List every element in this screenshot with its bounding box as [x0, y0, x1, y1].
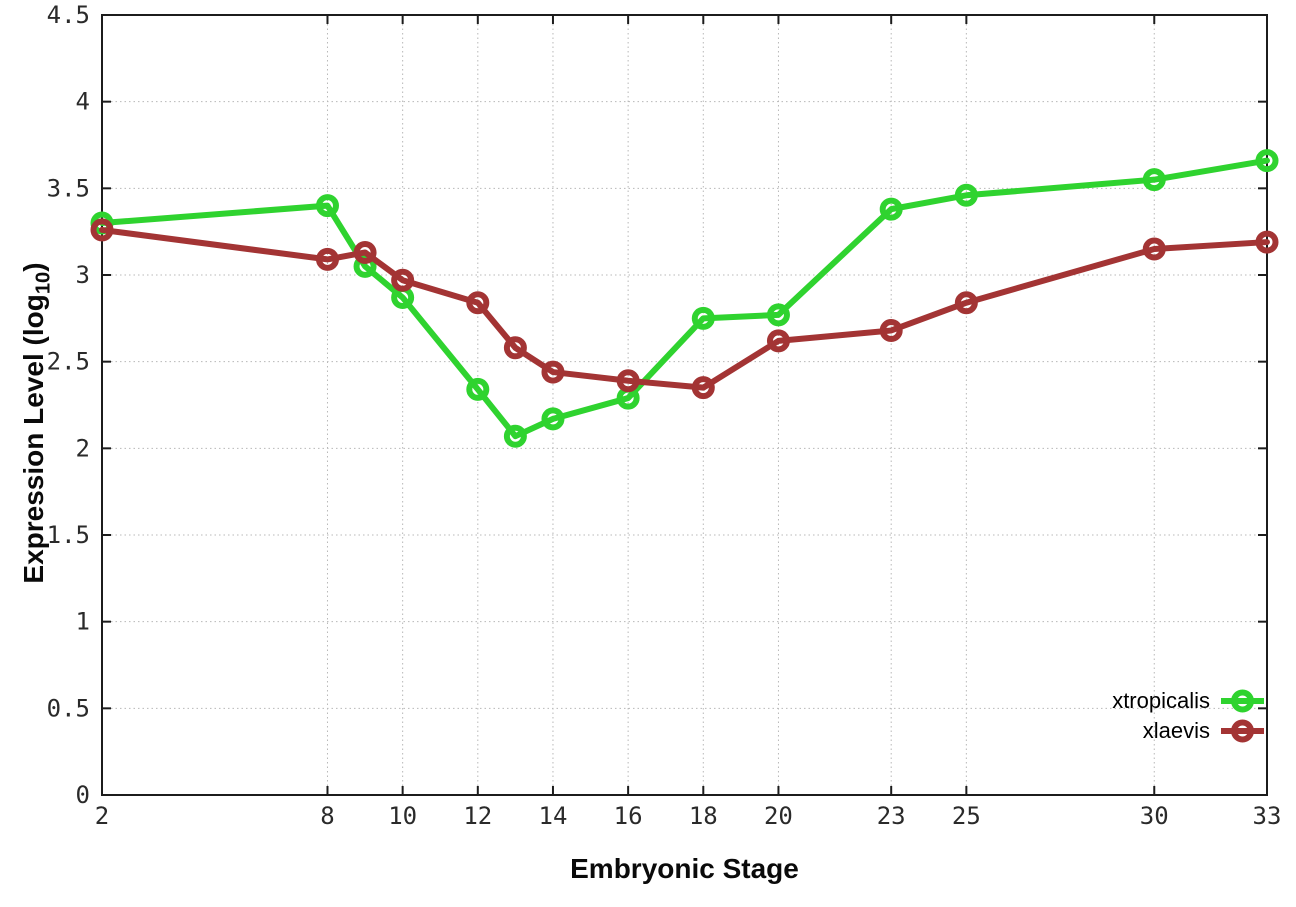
data-point — [466, 377, 490, 401]
data-point — [466, 291, 490, 315]
y-axis-title-text: Expression Level (log — [18, 294, 49, 584]
data-point — [691, 376, 715, 400]
x-tick-label: 16 — [614, 802, 643, 830]
data-point — [954, 183, 978, 207]
x-tick-label: 25 — [952, 802, 981, 830]
series-line — [99, 157, 1270, 440]
y-tick-label: 4.5 — [47, 1, 90, 29]
y-tick-label: 1 — [76, 608, 90, 636]
data-point — [879, 197, 903, 221]
data-point — [503, 424, 527, 448]
x-axis-title: Embryonic Stage — [570, 853, 799, 884]
x-tick-label: 8 — [320, 802, 334, 830]
x-tick-label: 33 — [1253, 802, 1282, 830]
plot-border — [101, 14, 1268, 796]
data-point — [616, 369, 640, 393]
data-point — [1255, 230, 1279, 254]
data-point — [315, 247, 339, 271]
data-point — [766, 329, 790, 353]
y-tick-label: 4 — [76, 88, 90, 116]
series-xtropicalis — [90, 149, 1279, 448]
data-point — [1255, 149, 1279, 173]
y-tick-label: 2.5 — [47, 348, 90, 376]
gridlines — [102, 15, 1267, 795]
y-tick-label: 3.5 — [47, 174, 90, 202]
legend-label-xtropicalis: xtropicalis — [1112, 688, 1210, 713]
x-tick-label: 30 — [1140, 802, 1169, 830]
y-tick-label: 3 — [76, 261, 90, 289]
data-point — [503, 336, 527, 360]
x-tick-label: 20 — [764, 802, 793, 830]
data-point — [391, 268, 415, 292]
data-point — [1142, 237, 1166, 261]
data-point — [766, 303, 790, 327]
x-tick-label: 18 — [689, 802, 718, 830]
legend: xtropicalis xlaevis — [1112, 688, 1264, 743]
y-tick-label: 0.5 — [47, 694, 90, 722]
y-axis-title-suffix: ) — [18, 262, 49, 272]
data-point — [353, 254, 377, 278]
y-axis-title: Expression Level (log10) — [17, 18, 55, 828]
data-point — [541, 360, 565, 384]
data-point — [90, 218, 114, 242]
data-point — [954, 291, 978, 315]
x-tick-label: 12 — [463, 802, 492, 830]
tick-labels: 2 8 10 12 14 16 18 20 23 25 30 33 0 0.5 1 1.5 2 2.5 3 3.5 4 4… — [47, 1, 1282, 830]
x-tick-label: 10 — [388, 802, 417, 830]
x-tick-label: 14 — [539, 802, 568, 830]
data-point — [879, 318, 903, 342]
y-tick-label: 2 — [76, 434, 90, 462]
x-tick-label: 2 — [95, 802, 109, 830]
legend-marker-sample — [1231, 689, 1254, 713]
series-xlaevis — [90, 218, 1279, 400]
data-point — [315, 194, 339, 218]
y-axis-title-subscript: 10 — [32, 271, 55, 295]
tick-marks — [101, 14, 1268, 796]
data-point — [541, 407, 565, 431]
data-point — [353, 240, 377, 264]
legend-marker-sample — [1231, 719, 1254, 743]
y-tick-label: 0 — [76, 781, 90, 809]
x-tick-label: 23 — [877, 802, 906, 830]
series-line — [99, 226, 1270, 391]
legend-label-xlaevis: xlaevis — [1143, 718, 1210, 743]
data-point — [1142, 168, 1166, 192]
data-point — [691, 306, 715, 330]
y-tick-label: 1.5 — [47, 521, 90, 549]
